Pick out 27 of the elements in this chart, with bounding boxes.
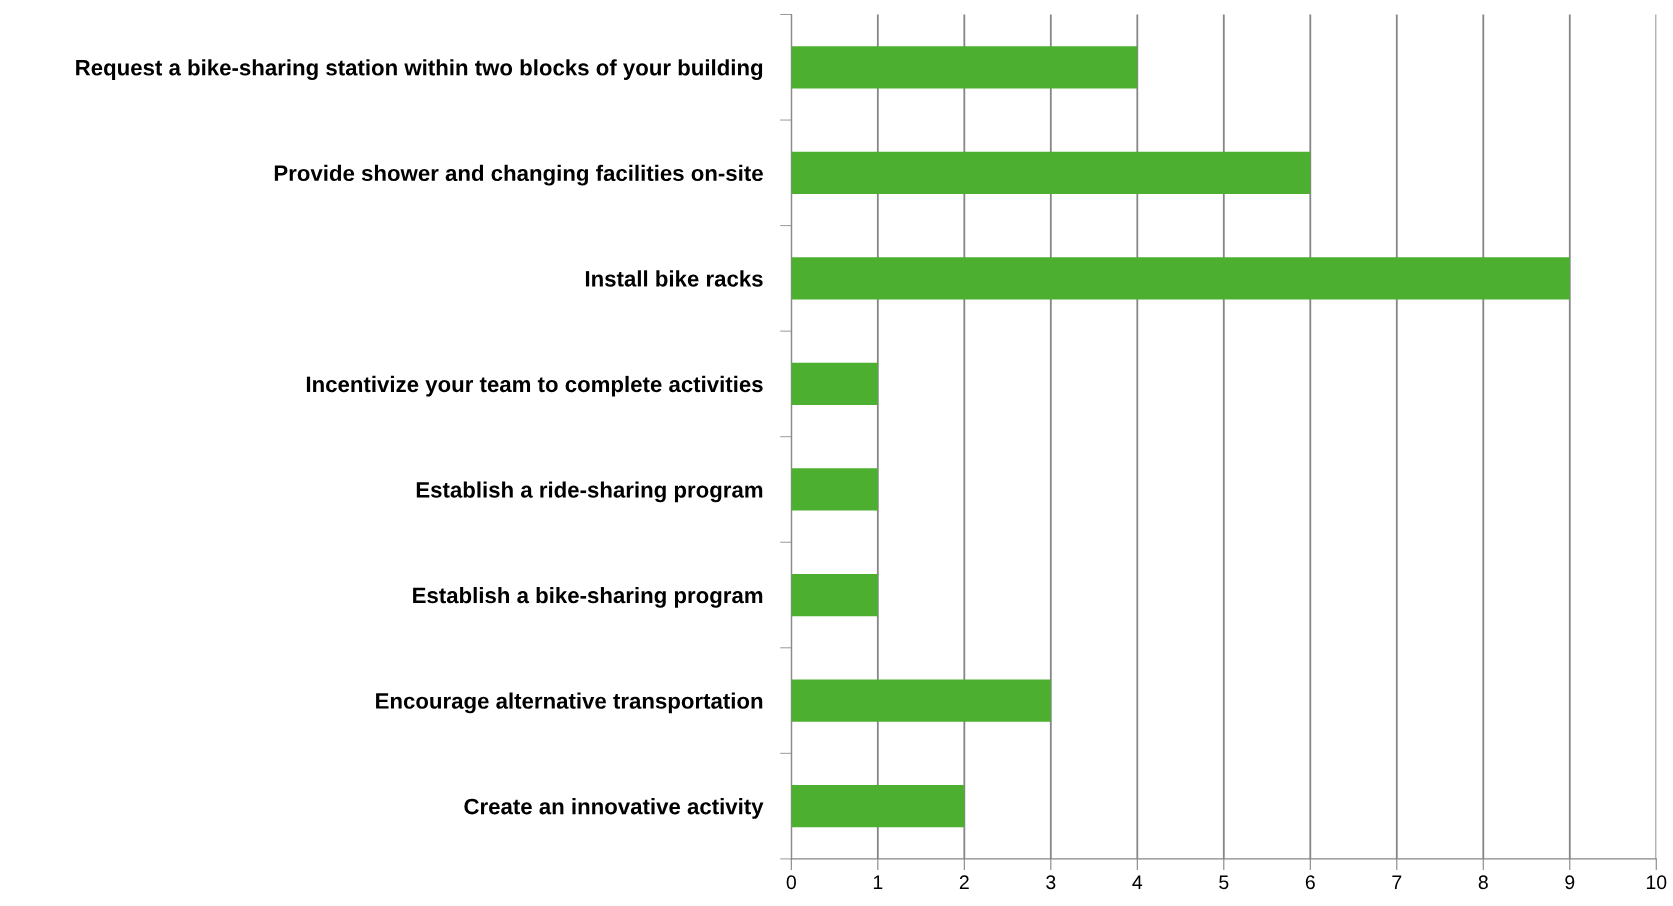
x-tick-label: 10 <box>1646 875 1667 890</box>
y-tick-label: Encourage alternative transportation <box>376 692 763 714</box>
y-tick-label: Incentivize your team to complete activities <box>306 375 763 397</box>
bar <box>791 573 878 617</box>
bar <box>791 468 878 511</box>
x-tick-label: 8 <box>1478 875 1488 890</box>
y-tick-label: Establish a ride-sharing program <box>416 481 763 503</box>
bar <box>791 785 965 828</box>
y-tick-label: Request a bike-sharing station within two blocks of your building <box>76 59 763 81</box>
x-tick-label: 1 <box>873 875 883 889</box>
y-tick-label: Establish a bike-sharing program <box>413 586 763 608</box>
bar <box>791 362 878 406</box>
x-tick-label: 9 <box>1565 875 1575 890</box>
x-tick-label: 6 <box>1305 875 1315 890</box>
x-tick-label: 2 <box>959 875 969 889</box>
y-tick-label: Create an innovative activity <box>464 798 764 819</box>
bar <box>791 151 1311 194</box>
x-tick-label: 3 <box>1046 875 1056 890</box>
bar <box>791 257 1570 300</box>
y-tick-label: Provide shower and changing facilities on-site <box>274 164 763 186</box>
bar <box>791 679 1051 722</box>
x-tick-label: 4 <box>1132 875 1143 889</box>
x-tick-label: 0 <box>786 875 796 890</box>
x-tick-label: 7 <box>1392 875 1402 889</box>
x-tick-label: 5 <box>1219 875 1229 890</box>
bar <box>791 46 1138 89</box>
y-tick-label: Install bike racks <box>585 270 763 287</box>
